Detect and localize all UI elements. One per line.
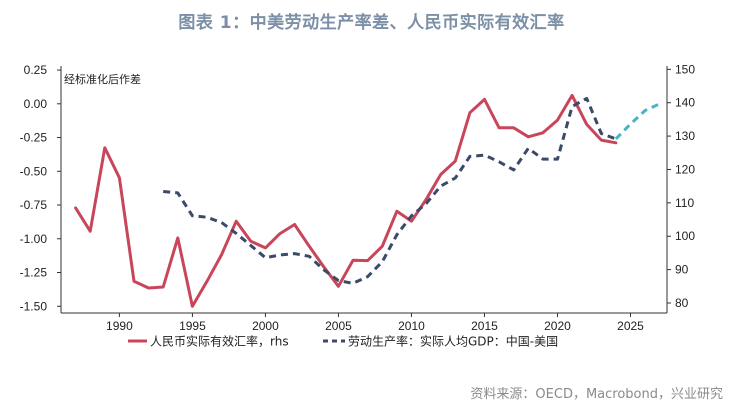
right-tick-label: 90	[675, 263, 689, 277]
legend: 人民币实际有效汇率，rhs 劳动生产率：实际人均GDP：中国-美国	[128, 334, 558, 349]
left-tick-label: -1.25	[20, 266, 48, 280]
left-tick-label: -0.25	[20, 131, 48, 145]
right-tick-label: 110	[675, 196, 694, 210]
annotation-text: 经标准化后作差	[64, 72, 141, 86]
right-tick-label: 130	[675, 129, 695, 143]
series-line-2	[614, 102, 661, 140]
left-tick-label: 0.00	[24, 97, 48, 111]
source-note: 资料来源：OECD，Macrobond，兴业研究	[470, 387, 723, 402]
x-tick-label: 1995	[179, 319, 206, 333]
x-tick-label: 2020	[544, 319, 571, 333]
left-tick-label: -0.75	[20, 198, 48, 212]
series-line-0	[74, 93, 618, 308]
left-tick-label: -1.50	[20, 299, 48, 313]
x-tick-label: 2010	[398, 319, 425, 333]
right-tick-label: 150	[675, 62, 695, 76]
left-tick-label: -0.50	[20, 164, 48, 178]
chart-title: 图表 1：中美劳动生产率差、人民币实际有效汇率	[178, 13, 565, 33]
x-tick-label: 1990	[106, 319, 133, 333]
x-tick-label: 2005	[325, 319, 352, 333]
right-tick-label: 120	[675, 162, 695, 176]
series-line-1	[163, 96, 617, 285]
left-tick-label: 0.25	[24, 63, 48, 77]
left-tick-label: -1.00	[20, 232, 48, 246]
plot-group	[74, 93, 661, 308]
right-tick-label: 100	[675, 229, 695, 243]
axes-group: 0.25 0.00 -0.25 -0.50 -0.75 -1.00 -1.25 -1.50 15…	[20, 62, 696, 333]
right-tick-label: 140	[675, 96, 695, 110]
legend-label-exchange-rate: 人民币实际有效汇率，rhs	[150, 334, 289, 349]
x-tick-label: 2000	[252, 319, 279, 333]
x-tick-label: 2025	[617, 319, 644, 333]
right-tick-label: 80	[675, 296, 689, 310]
legend-label-productivity: 劳动生产率：实际人均GDP：中国-美国	[348, 334, 558, 349]
x-tick-label: 2015	[471, 319, 498, 333]
